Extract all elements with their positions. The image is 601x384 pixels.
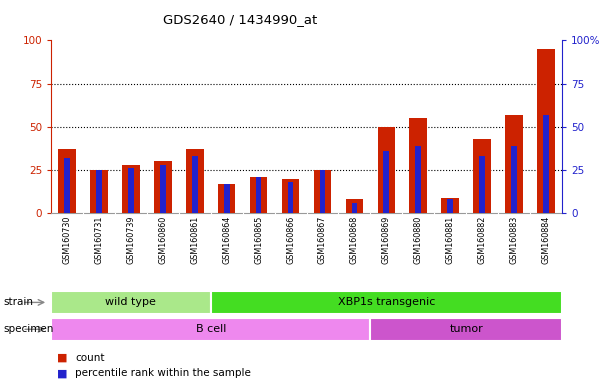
Text: GSM160865: GSM160865 xyxy=(254,215,263,264)
Text: GSM160883: GSM160883 xyxy=(510,215,519,264)
Text: ■: ■ xyxy=(57,368,67,378)
Text: tumor: tumor xyxy=(450,324,483,334)
Text: GSM160884: GSM160884 xyxy=(542,215,551,264)
Bar xyxy=(128,168,134,213)
Bar xyxy=(90,170,108,213)
Bar xyxy=(537,49,555,213)
Bar xyxy=(122,165,139,213)
Text: specimen: specimen xyxy=(3,324,53,334)
Bar xyxy=(192,156,198,213)
Text: GSM160882: GSM160882 xyxy=(478,215,487,264)
Bar xyxy=(160,165,166,213)
Text: wild type: wild type xyxy=(105,297,156,308)
Text: XBP1s transgenic: XBP1s transgenic xyxy=(338,297,435,308)
Bar xyxy=(352,203,357,213)
Bar xyxy=(58,149,76,213)
Text: GSM160869: GSM160869 xyxy=(382,215,391,264)
Text: ■: ■ xyxy=(57,353,67,363)
Text: GSM160866: GSM160866 xyxy=(286,215,295,264)
Text: GSM160731: GSM160731 xyxy=(94,215,103,264)
Bar xyxy=(383,151,389,213)
Bar xyxy=(51,318,370,341)
Bar xyxy=(320,170,325,213)
Text: GSM160864: GSM160864 xyxy=(222,215,231,264)
Bar xyxy=(474,139,491,213)
Bar xyxy=(447,199,453,213)
Text: GDS2640 / 1434990_at: GDS2640 / 1434990_at xyxy=(163,13,317,26)
Bar xyxy=(288,182,293,213)
Bar xyxy=(154,161,172,213)
Text: GSM160881: GSM160881 xyxy=(446,215,455,264)
Bar xyxy=(51,291,211,314)
Text: GSM160880: GSM160880 xyxy=(413,215,423,264)
Bar xyxy=(543,115,549,213)
Bar xyxy=(250,177,267,213)
Bar xyxy=(409,118,427,213)
Bar xyxy=(64,158,70,213)
Bar xyxy=(314,170,331,213)
Bar xyxy=(211,291,562,314)
Text: GSM160867: GSM160867 xyxy=(318,215,327,264)
Text: count: count xyxy=(75,353,105,363)
Bar xyxy=(224,184,230,213)
Text: GSM160730: GSM160730 xyxy=(63,215,72,264)
Text: B cell: B cell xyxy=(195,324,226,334)
Text: GSM160861: GSM160861 xyxy=(191,215,200,264)
Text: GSM160868: GSM160868 xyxy=(350,215,359,264)
Bar xyxy=(511,146,517,213)
Bar xyxy=(370,318,562,341)
Bar xyxy=(441,198,459,213)
Bar xyxy=(505,115,523,213)
Bar xyxy=(346,199,363,213)
Text: strain: strain xyxy=(3,297,33,308)
Bar xyxy=(96,170,102,213)
Bar xyxy=(479,156,485,213)
Bar xyxy=(377,127,395,213)
Bar xyxy=(186,149,204,213)
Text: GSM160860: GSM160860 xyxy=(158,215,167,264)
Text: percentile rank within the sample: percentile rank within the sample xyxy=(75,368,251,378)
Text: GSM160739: GSM160739 xyxy=(126,215,135,264)
Bar xyxy=(415,146,421,213)
Bar xyxy=(256,177,261,213)
Bar xyxy=(218,184,236,213)
Bar xyxy=(282,179,299,213)
